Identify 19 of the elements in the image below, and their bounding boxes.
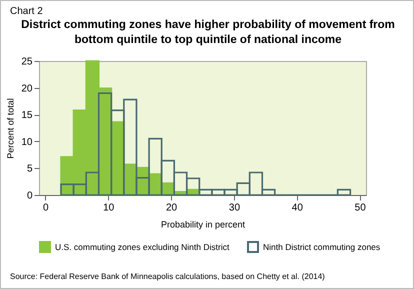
legend-label: U.S. commuting zones excluding Ninth District	[55, 242, 230, 252]
y-tick-label: 0	[26, 190, 33, 202]
chart-title: District commuting zones have higher probability of movement from bottom quintile to top quintile of national income	[20, 18, 396, 48]
y-tick-label: 10	[21, 136, 33, 148]
y-tick-label: 5	[26, 164, 33, 175]
y-axis-title: Percent of total	[5, 98, 16, 159]
x-tick-label: 20	[166, 202, 178, 214]
caption: Chart 2	[10, 6, 43, 17]
source-note: Source: Federal Reserve Bank of Minneapolis calculations, based on Chetty et al. (2014)	[10, 272, 325, 281]
x-tick-label: 40	[292, 202, 304, 214]
legend-label: Ninth District commuting zones	[263, 242, 380, 252]
x-tick-label: 10	[103, 202, 115, 214]
x-axis-title: Probability in percent	[160, 220, 246, 230]
y-tick-label: 15	[21, 110, 33, 122]
x-tick-label: 0	[43, 202, 50, 214]
y-tick-label: 25	[21, 56, 33, 68]
x-tick-label: 30	[228, 202, 240, 214]
y-tick-label: 20	[21, 83, 33, 94]
x-tick-label: 50	[354, 202, 366, 214]
